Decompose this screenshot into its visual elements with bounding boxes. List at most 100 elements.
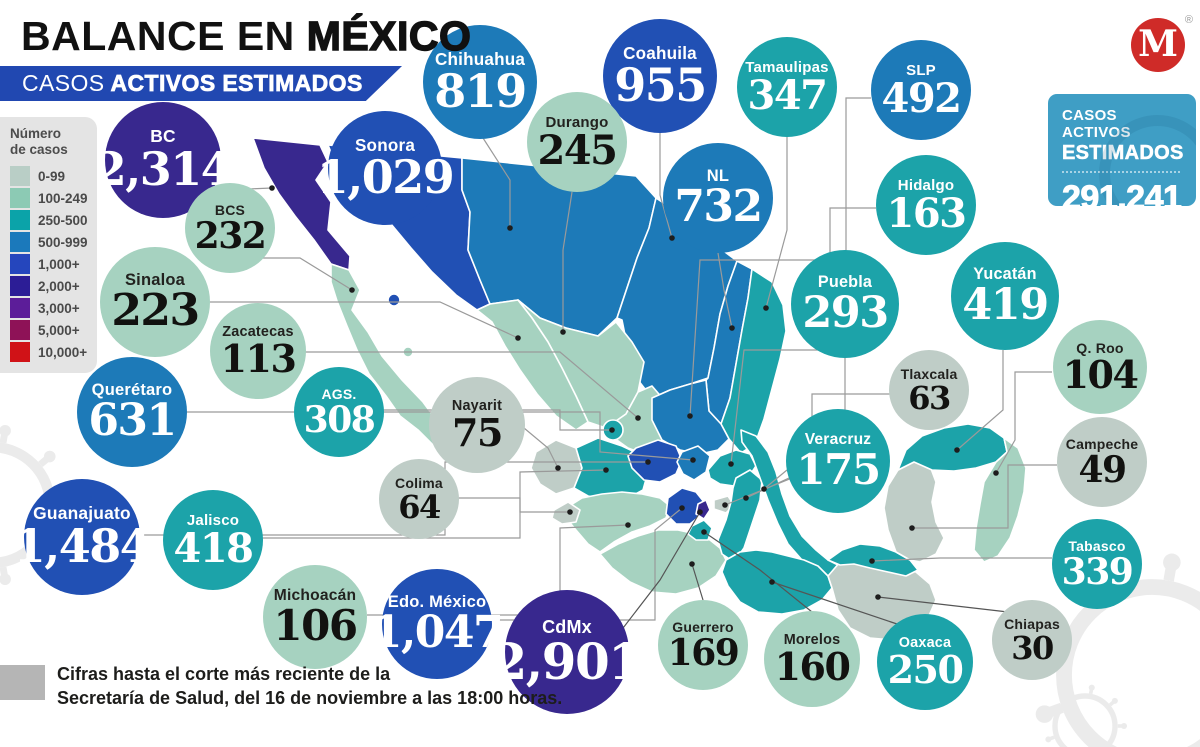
state-bubble-qroo: Q. Roo 104: [1053, 320, 1147, 414]
legend-item-2: 250-500: [10, 209, 97, 231]
state-name: Hidalgo: [897, 176, 955, 194]
badge-title-line1: CASOS ACTIVOS: [1062, 107, 1131, 142]
legend-item-6: 3,000+: [10, 297, 97, 319]
state-bubble-bcs: BCS 232: [185, 183, 275, 273]
legend-label: 2,000+: [38, 278, 80, 294]
state-value: 419: [962, 279, 1049, 330]
state-bubble-sonora: Sonora 1,029: [317, 111, 455, 225]
state-name: Campeche: [1065, 435, 1139, 452]
subtitle-banner: CASOS ACTIVOS ESTIMADOS: [0, 66, 402, 101]
state-value: 732: [674, 181, 763, 233]
state-name: BCS: [214, 201, 246, 218]
state-name: Michoacán: [273, 587, 357, 605]
legend-swatch: [10, 232, 30, 253]
page-title: BALANCE EN MÉXICO: [21, 13, 472, 59]
state-bubble-chiapas: Chiapas 30: [992, 600, 1072, 680]
state-name: SLP: [906, 61, 936, 79]
legend-swatch: [10, 320, 30, 341]
state-value: 418: [173, 524, 255, 572]
state-value: 250: [887, 647, 964, 693]
state-value: 64: [398, 487, 441, 526]
state-bubble-puebla: Puebla 293: [791, 250, 899, 358]
state-bubble-tlaxcala: Tlaxcala 63: [889, 350, 969, 430]
footnote-text: Cifras hasta el corte más reciente de la…: [57, 664, 563, 708]
state-value: 75: [452, 410, 503, 456]
state-name: Yucatán: [973, 265, 1037, 284]
state-name: Tamaulipas: [745, 58, 829, 76]
state-value: 223: [111, 285, 200, 337]
legend-item-4: 1,000+: [10, 253, 97, 275]
banner-regular: CASOS: [22, 70, 105, 96]
state-value: 106: [273, 600, 358, 650]
footnote-bullet: [0, 665, 45, 700]
state-bubble-queretaro: Querétaro 631: [77, 357, 187, 467]
state-name: Coahuila: [623, 43, 697, 63]
state-value: 63: [908, 378, 951, 417]
footnote: Cifras hasta el corte más reciente de la…: [0, 662, 562, 710]
total-cases-badge: CASOS ACTIVOS ESTIMADOS 291,241: [1048, 94, 1196, 206]
state-bubble-ags: AGS. 308: [294, 367, 384, 457]
page-title-regular: BALANCE EN: [21, 13, 307, 59]
state-name: Morelos: [783, 631, 841, 648]
state-name: Chihuahua: [434, 49, 526, 69]
state-value: 113: [220, 336, 297, 382]
state-bubble-zacatecas: Zacatecas 113: [210, 303, 306, 399]
legend-item-0: 0-99: [10, 165, 97, 187]
legend-item-7: 5,000+: [10, 319, 97, 341]
legend-label: 500-999: [38, 234, 88, 250]
legend-label: 5,000+: [38, 322, 80, 338]
legend-label: 1,000+: [38, 256, 80, 272]
state-name: Querétaro: [91, 380, 173, 399]
state-bubble-tamaulipas: Tamaulipas 347: [737, 37, 837, 137]
state-name: Q. Roo: [1076, 339, 1124, 356]
badge-total-value: 291,241: [1062, 178, 1183, 206]
state-bubble-campeche: Campeche 49: [1057, 417, 1147, 507]
state-value: 293: [802, 287, 889, 338]
state-bubble-nayarit: Nayarit 75: [429, 377, 525, 473]
state-bubble-guanajuato: Guanajuato 1,484: [14, 479, 152, 595]
state-value: 339: [1061, 550, 1134, 593]
brand-logo-letter: M: [1138, 23, 1178, 65]
state-bubble-veracruz: Veracruz 175: [786, 409, 890, 513]
state-name: Sinaloa: [124, 270, 186, 289]
legend-swatch: [10, 188, 30, 209]
state-name: Tlaxcala: [900, 365, 958, 382]
state-bubble-yucatan: Yucatán 419: [951, 242, 1059, 350]
state-bubble-oaxaca: Oaxaca 250: [877, 614, 973, 710]
state-value: 104: [1062, 352, 1139, 397]
state-bubble-nl: NL 732: [663, 143, 773, 253]
state-name: CdMx: [542, 617, 592, 638]
state-value: 955: [614, 57, 707, 112]
legend-item-5: 2,000+: [10, 275, 97, 297]
state-value: 30: [1011, 628, 1054, 667]
state-value: 175: [796, 444, 881, 494]
state-value: 232: [194, 214, 267, 257]
legend-label: 3,000+: [38, 300, 80, 316]
state-value: 1,047: [371, 607, 504, 659]
state-bubble-colima: Colima 64: [379, 459, 459, 539]
legend-swatch: [10, 254, 30, 275]
legend-swatch: [10, 276, 30, 297]
legend-swatch: [10, 166, 30, 187]
state-value: 347: [747, 71, 829, 119]
state-value: 49: [1078, 448, 1127, 491]
state-value: 2,314: [94, 141, 233, 196]
legend-label: 100-249: [38, 190, 88, 206]
registered-mark: ®: [1184, 14, 1193, 26]
state-value: 308: [303, 398, 376, 441]
state-value: 163: [886, 189, 968, 237]
state-bubble-morelos: Morelos 160: [764, 611, 860, 707]
state-bubble-chihuahua: Chihuahua 819: [423, 25, 537, 139]
state-value: 245: [537, 126, 619, 174]
state-name: Durango: [545, 113, 609, 131]
state-bubble-jalisco: Jalisco 418: [163, 490, 263, 590]
legend-label: 250-500: [38, 212, 88, 228]
state-name: BC: [150, 126, 176, 147]
badge-separator: [1062, 170, 1180, 173]
legend-swatch: [10, 298, 30, 319]
state-value: 169: [667, 631, 740, 674]
brand-logo: M ®: [1131, 14, 1193, 72]
page-title-bold: MÉXICO: [306, 13, 472, 59]
legend-item-8: 10,000+: [10, 341, 97, 363]
